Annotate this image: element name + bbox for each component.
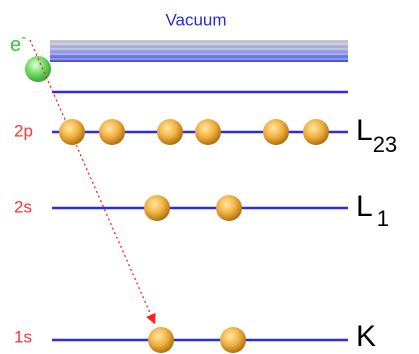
electron-label: e-: [10, 29, 26, 56]
shell-label: K: [356, 320, 376, 353]
shell-subscript: 1: [377, 206, 389, 231]
shell-subscript: 23: [373, 132, 397, 157]
vacuum-label: Vacuum: [165, 10, 226, 29]
page: {"vacuum_label": "Vacuum", "electron": {…: [0, 0, 419, 354]
shell-letter: L: [356, 190, 373, 223]
level-label: 1s: [14, 327, 32, 346]
diagram: Vacuum e- 2p L23 2s L1 1s K: [0, 0, 419, 354]
level-label: 2p: [14, 121, 33, 140]
shell-letter: L: [356, 114, 373, 147]
electron-charge: -: [21, 29, 26, 46]
transition-arrow: [30, 40, 154, 322]
level-label: 2s: [14, 197, 32, 216]
electron-letter: e: [10, 34, 21, 56]
shell-label: L23: [356, 114, 397, 157]
